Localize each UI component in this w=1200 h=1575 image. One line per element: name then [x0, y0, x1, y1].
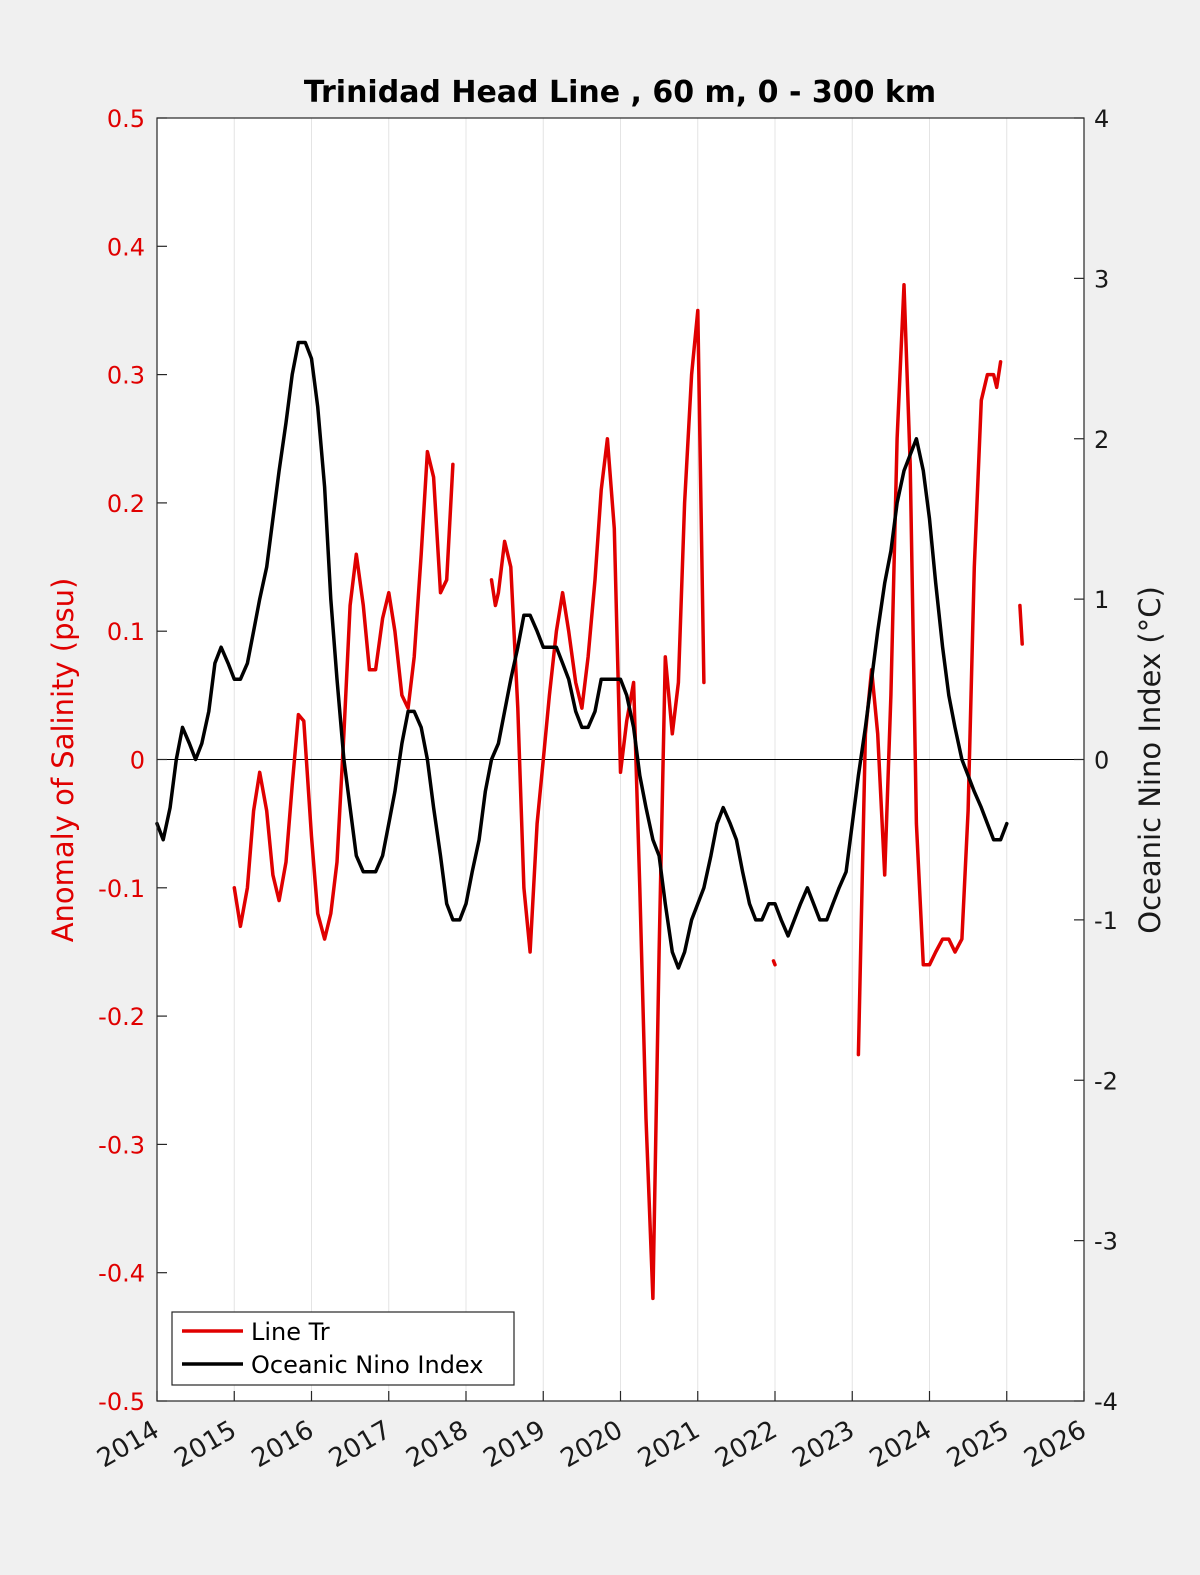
- left-y-tick-label: 0.4: [107, 233, 145, 261]
- left-y-tick-label: -0.2: [98, 1003, 145, 1031]
- x-tick-label-2021: 2021: [633, 1415, 705, 1474]
- chart-title: Trinidad Head Line , 60 m, 0 - 300 km: [304, 75, 936, 110]
- right-y-axis: 4 3 2 1 0 -1 -2 -3 -4: [1074, 105, 1118, 1416]
- right-y-tick-label: -3: [1094, 1228, 1118, 1256]
- x-tick-label-2017: 2017: [324, 1415, 396, 1474]
- left-y-tick-label: 0.5: [107, 105, 145, 133]
- right-y-tick-label: -2: [1094, 1067, 1118, 1095]
- right-y-tick-label: 2: [1094, 426, 1109, 454]
- left-y-tick-label: -0.5: [98, 1388, 145, 1416]
- x-tick-label-2026: 2026: [1019, 1415, 1091, 1474]
- right-y-tick-label: -4: [1094, 1388, 1118, 1416]
- legend-label-salinity: Line Tr: [251, 1318, 330, 1346]
- right-y-tick-label: -1: [1094, 907, 1118, 935]
- legend-box: [171, 1311, 515, 1386]
- x-axis: 2014 2015 2016 2017 2018 2019 2020 2021 2022 2023…: [92, 1391, 1092, 1474]
- x-tick-label-2019: 2019: [478, 1415, 550, 1474]
- x-tick-label-2015: 2015: [169, 1415, 241, 1474]
- left-y-axis: 0.5 0.4 0.3 0.2 0.1 0 -0.1 -0.2 -0.3 -0.4 -0.5: [98, 105, 167, 1416]
- legend-label-oni: Oceanic Nino Index: [251, 1351, 483, 1379]
- right-y-tick-label: 1: [1094, 586, 1109, 614]
- x-tick-label-2025: 2025: [942, 1415, 1014, 1474]
- salinity-line-segment-3: [856, 283, 1003, 1057]
- x-tick-label-2020: 2020: [556, 1415, 628, 1474]
- x-tick-label-2016: 2016: [247, 1415, 319, 1474]
- salinity-line-segment-1: [489, 308, 706, 1301]
- left-y-tick-label: -0.3: [98, 1131, 145, 1159]
- left-y-tick-label: -0.1: [98, 875, 145, 903]
- right-y-axis-label: Oceanic Nino Index (°C): [1133, 586, 1167, 934]
- salinity-line-segment-4: [1018, 603, 1024, 646]
- left-y-tick-label: 0.2: [107, 490, 145, 518]
- oni-line-segment-0: [155, 340, 1009, 970]
- x-tick-label-2022: 2022: [710, 1415, 782, 1474]
- right-y-tick-label: 4: [1094, 105, 1109, 133]
- x-tick-label-2023: 2023: [787, 1415, 859, 1474]
- legend: Line Tr Oceanic Nino Index: [171, 1311, 515, 1386]
- salinity-line-segment-2: [771, 959, 777, 967]
- series-lines: [155, 283, 1024, 1301]
- x-tick-label-2014: 2014: [92, 1415, 164, 1474]
- left-y-tick-label: -0.4: [98, 1260, 145, 1288]
- left-y-tick-label: 0: [130, 747, 145, 775]
- right-y-tick-label: 3: [1094, 265, 1109, 293]
- left-y-tick-label: 0.1: [107, 618, 145, 646]
- right-y-tick-label: 0: [1094, 747, 1109, 775]
- left-y-axis-label: Anomaly of Salinity (psu): [46, 578, 80, 943]
- x-tick-label-2018: 2018: [401, 1415, 473, 1474]
- left-y-tick-label: 0.3: [107, 362, 145, 390]
- x-tick-label-2024: 2024: [865, 1415, 937, 1474]
- salinity-line-segment-0: [232, 449, 455, 941]
